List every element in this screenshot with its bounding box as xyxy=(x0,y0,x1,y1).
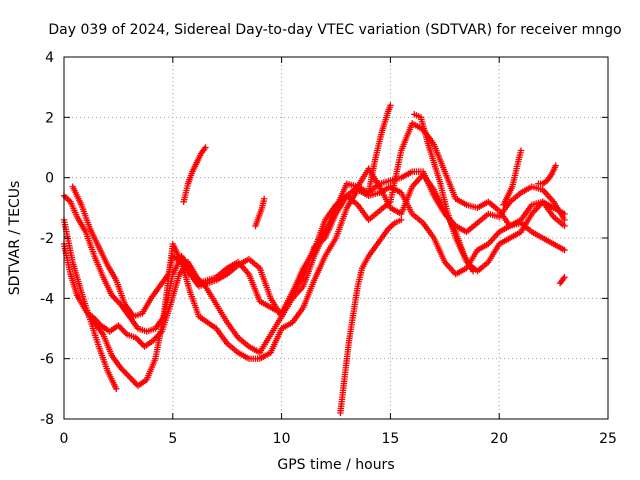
data-point xyxy=(121,369,129,376)
series-track-c xyxy=(60,183,568,390)
data-point xyxy=(136,338,144,346)
y-tick-label: -8 xyxy=(40,412,54,428)
data-point xyxy=(469,267,477,275)
y-tick-label: -6 xyxy=(40,352,54,368)
data-point xyxy=(260,195,268,202)
axis-ticks: 0 5 10 15 20 25 -8 -6 -4 -2 0 2 4 xyxy=(40,50,617,447)
data-point xyxy=(119,326,126,334)
x-tick-label: 0 xyxy=(60,431,69,447)
data-point xyxy=(398,216,405,224)
data-point xyxy=(111,295,118,302)
y-tick-label: 0 xyxy=(45,171,54,187)
data-point xyxy=(113,296,120,304)
data-point xyxy=(561,246,568,254)
data-point xyxy=(121,328,128,335)
y-tick-label: -4 xyxy=(40,291,54,307)
data-point xyxy=(517,147,525,154)
series-track-g xyxy=(365,102,394,196)
y-tick-label: 4 xyxy=(45,50,54,66)
y-axis-label: SDTVAR / TECUs xyxy=(7,181,23,296)
data-point xyxy=(126,373,133,380)
data-points xyxy=(60,102,568,417)
data-point xyxy=(561,210,568,218)
data-point xyxy=(552,162,559,169)
x-tick-label: 25 xyxy=(599,431,617,447)
data-point xyxy=(130,378,137,385)
series-track-j xyxy=(535,162,559,187)
data-point xyxy=(116,323,124,331)
data-point xyxy=(135,337,142,344)
y-tick-label: -2 xyxy=(40,231,54,247)
x-tick-label: 5 xyxy=(168,431,177,447)
data-point xyxy=(123,370,130,377)
data-point xyxy=(128,376,136,383)
series-track-h xyxy=(411,111,477,275)
data-point xyxy=(114,298,121,305)
data-point xyxy=(124,372,132,379)
series-track-f xyxy=(337,216,405,417)
x-tick-label: 10 xyxy=(273,431,291,447)
x-tick-label: 15 xyxy=(381,431,399,447)
data-point xyxy=(127,375,134,382)
series-track-i xyxy=(500,147,525,209)
series-track-k xyxy=(252,195,268,230)
data-point xyxy=(387,102,394,109)
chart-title: Day 039 of 2024, Sidereal Day-to-day VTE… xyxy=(48,22,621,38)
data-point xyxy=(120,367,127,374)
data-point xyxy=(202,144,209,151)
data-point xyxy=(561,216,568,224)
data-point xyxy=(561,222,568,230)
x-tick-label: 20 xyxy=(490,431,508,447)
data-point xyxy=(561,274,568,281)
series-track-m xyxy=(556,274,568,287)
y-tick-label: 2 xyxy=(45,110,54,126)
series-track-l xyxy=(180,144,209,205)
x-axis-label: GPS time / hours xyxy=(277,457,394,473)
data-point xyxy=(113,385,120,393)
